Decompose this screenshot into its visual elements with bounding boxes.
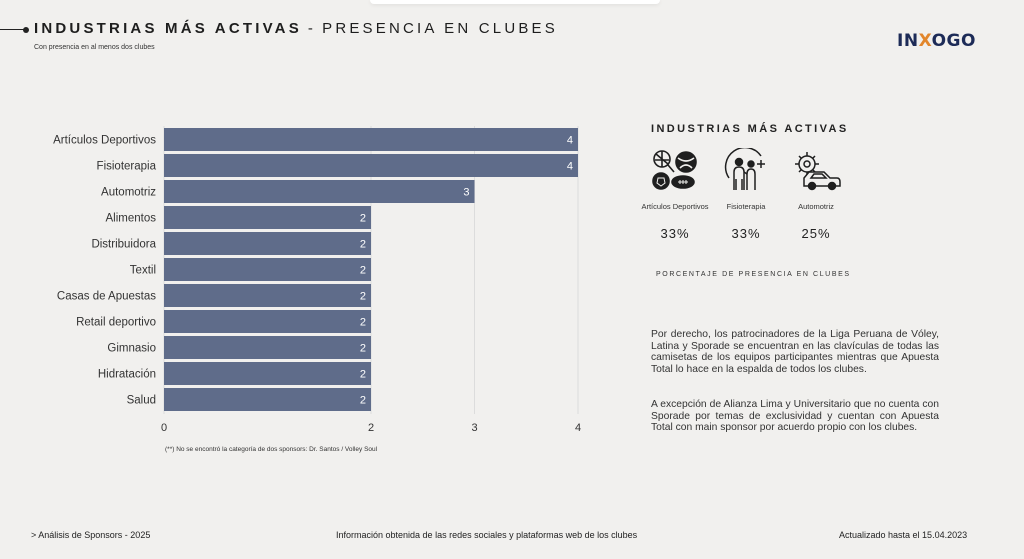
logo-part-a: IN xyxy=(897,31,919,51)
x-tick-label: 3 xyxy=(471,422,477,434)
x-tick-label: 4 xyxy=(575,422,581,434)
category-label: Fisioterapia xyxy=(97,161,157,173)
panel-title: INDUSTRIAS MÁS ACTIVAS xyxy=(651,123,849,135)
data-label: 2 xyxy=(360,317,366,329)
footer-center: Información obtenida de las redes social… xyxy=(336,530,638,540)
paragraph-1: Por derecho, los patrocinadores de la Li… xyxy=(651,329,939,375)
industry-label: Fisioterapia xyxy=(726,202,766,211)
data-label: 2 xyxy=(360,291,366,303)
sports-balls-icon xyxy=(652,150,697,190)
x-tick-label: 2 xyxy=(368,422,374,434)
page-title-bold: INDUSTRIAS MÁS ACTIVAS xyxy=(34,20,302,37)
category-label: Automotriz xyxy=(101,187,156,199)
category-label: Retail deportivo xyxy=(76,317,156,329)
top-tab-decoration xyxy=(370,0,660,4)
paragraph-2: A excepción de Alianza Lima y Universita… xyxy=(651,399,939,434)
data-label: 2 xyxy=(360,395,366,407)
industry-card-auto: Automotriz 25% xyxy=(781,148,851,241)
category-label: Salud xyxy=(127,395,156,407)
page-title: INDUSTRIAS MÁS ACTIVAS - PRESENCIA EN CLUB… xyxy=(34,20,558,37)
category-label: Artículos Deportivos xyxy=(53,135,156,147)
bar xyxy=(164,154,578,177)
bar xyxy=(164,362,371,385)
category-label: Textil xyxy=(130,265,156,277)
bar xyxy=(164,206,371,229)
chart-footnote: (**) No se encontró la categoría de dos … xyxy=(165,446,378,453)
brand-logo: INXOGO xyxy=(897,31,976,51)
car-gear-icon xyxy=(795,152,841,191)
bar-chart: Artículos Deportivos 4 Fisioterapia 4 Automo… xyxy=(53,126,581,434)
industry-card-physio: Fisioterapia 33% xyxy=(711,148,781,241)
bar xyxy=(164,388,371,411)
page-subtitle: Con presencia en al menos dos clubes xyxy=(34,44,155,51)
category-label: Hidratación xyxy=(98,369,156,381)
data-label: 2 xyxy=(360,265,366,277)
data-label: 4 xyxy=(567,135,573,147)
logo-part-x: X xyxy=(918,31,932,51)
industry-percentage: 33% xyxy=(660,226,690,241)
bar xyxy=(164,180,475,203)
x-tick-label: 0 xyxy=(161,422,167,434)
industry-label: Automotriz xyxy=(798,202,834,211)
bar xyxy=(164,128,578,151)
data-label: 2 xyxy=(360,213,366,225)
page-title-separator: - xyxy=(307,20,317,37)
page-title-light: PRESENCIA EN CLUBES xyxy=(322,20,558,37)
header-dot-decoration xyxy=(23,26,29,33)
footer-left: > Análisis de Sponsors - 2025 xyxy=(31,530,151,540)
data-label: 3 xyxy=(463,187,469,199)
panel-caption: PORCENTAJE DE PRESENCIA EN CLUBES xyxy=(656,271,851,278)
data-label: 2 xyxy=(360,343,366,355)
data-label: 4 xyxy=(567,161,573,173)
category-label: Distribuidora xyxy=(91,239,156,251)
category-label: Alimentos xyxy=(106,213,157,225)
logo-part-b: OGO xyxy=(931,31,976,51)
industry-percentage: 33% xyxy=(731,226,761,241)
industry-card-sports: Artículos Deportivos 33% xyxy=(640,148,710,241)
category-label: Casas de Apuestas xyxy=(57,291,156,303)
bar xyxy=(164,232,371,255)
industry-label: Artículos Deportivos xyxy=(641,202,709,211)
header-line-decoration xyxy=(0,29,26,30)
bar xyxy=(164,336,371,359)
data-label: 2 xyxy=(360,239,366,251)
bar xyxy=(164,284,371,307)
footer-right: Actualizado hasta el 15.04.2023 xyxy=(839,530,968,540)
bar xyxy=(164,258,371,281)
physiotherapy-icon xyxy=(724,148,765,190)
data-label: 2 xyxy=(360,369,366,381)
category-label: Gimnasio xyxy=(107,343,156,355)
bar xyxy=(164,310,371,333)
industry-percentage: 25% xyxy=(801,226,831,241)
